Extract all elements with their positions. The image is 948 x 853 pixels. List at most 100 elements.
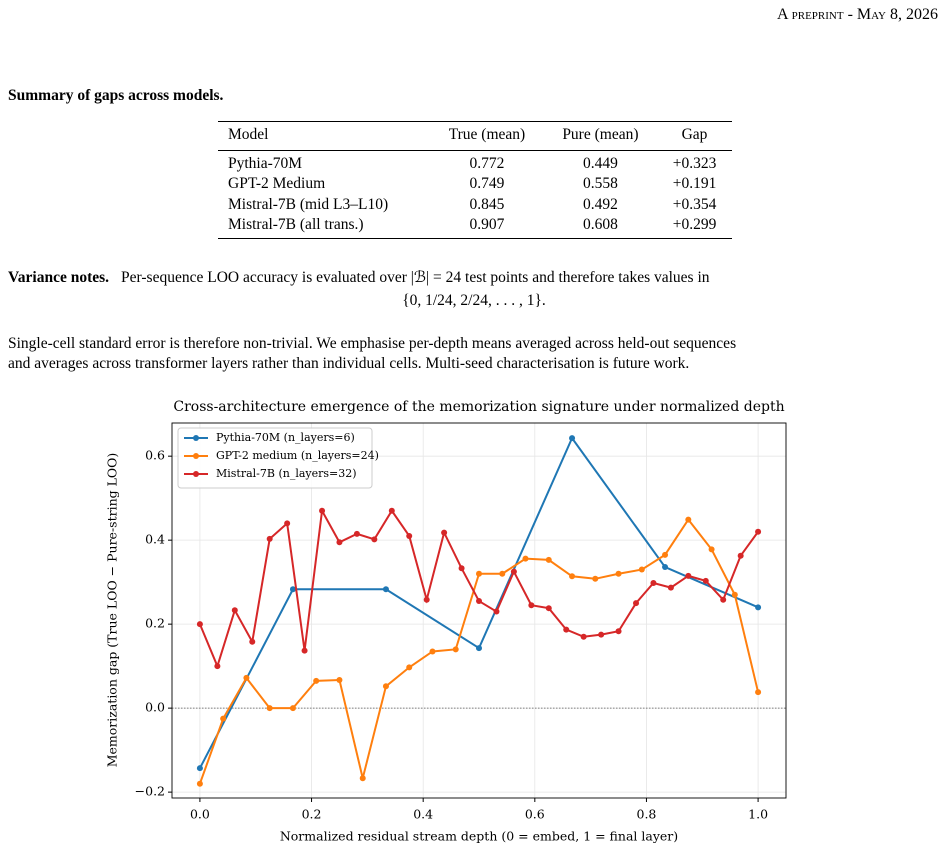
data-point: [441, 529, 448, 536]
section-heading: Summary of gaps across models.: [8, 87, 224, 104]
data-point: [545, 556, 552, 563]
summary-table: Model True (mean) Pure (mean) Gap Pythia-70…: [218, 121, 732, 239]
y-tick-label: 0.4: [145, 532, 165, 547]
x-tick-label: 0.8: [637, 807, 657, 822]
table-cell: Mistral-7B (all trans.): [228, 216, 364, 233]
column-header: Gap: [657, 121, 732, 151]
data-point: [662, 564, 669, 571]
x-tick-label: 0.2: [302, 807, 322, 822]
table-body: Pythia-70M 0.772 0.449 +0.323 GPT-2 Medium 0.…: [218, 150, 732, 238]
paragraph-text: Single-cell standard error is therefore …: [8, 335, 737, 352]
data-point: [284, 520, 291, 527]
table-cell: +0.299: [672, 216, 717, 233]
data-point: [266, 705, 273, 712]
x-tick-label: 0.4: [413, 807, 433, 822]
data-point: [569, 573, 576, 580]
data-point: [476, 645, 482, 652]
data-point: [615, 570, 622, 577]
table-cell: Pythia-70M: [228, 154, 303, 172]
paragraph-text: Per-sequence LOO accuracy is evaluated o…: [121, 269, 710, 286]
data-point: [737, 552, 744, 559]
data-point: [731, 591, 738, 598]
table-header: Model True (mean) Pure (mean) Gap: [218, 121, 732, 151]
data-point: [429, 648, 436, 655]
data-point: [720, 596, 727, 603]
table-cell: 0.845: [469, 195, 505, 213]
table-cell: 0.449: [582, 154, 618, 172]
data-point: [685, 572, 692, 579]
x-tick-label: 1.0: [748, 807, 768, 822]
data-point: [220, 715, 227, 722]
data-point: [388, 507, 395, 514]
paragraph-heading: Variance notes.: [8, 269, 110, 286]
table-cell: Mistral-7B (mid L3–L10): [228, 195, 389, 213]
table-row: GPT-2 Medium 0.749 0.558 +0.191: [218, 174, 732, 195]
table-cell: +0.191: [672, 175, 717, 192]
x-tick-label: 0.0: [190, 807, 210, 822]
data-point: [493, 608, 500, 615]
data-point: [266, 535, 273, 542]
paragraph-text: and averages across transformer layers r…: [8, 355, 690, 372]
data-point: [196, 780, 203, 787]
table-cell: +0.323: [672, 154, 717, 172]
y-tick-label: 0.2: [145, 616, 165, 631]
data-point: [580, 633, 587, 640]
data-point: [336, 539, 343, 546]
data-point: [499, 570, 506, 577]
data-point: [702, 577, 709, 584]
legend-marker: [193, 471, 199, 477]
series-line: [198, 507, 759, 670]
table-cell: 0.907: [469, 216, 505, 233]
data-point: [313, 677, 320, 684]
data-point: [458, 565, 465, 572]
data-point: [569, 435, 576, 442]
data-point: [563, 626, 570, 633]
data-point: [638, 566, 645, 573]
table-row: Mistral-7B (mid L3–L10) 0.845 0.492 +0.354: [218, 195, 732, 216]
data-point: [243, 674, 250, 681]
x-tick-label: 0.6: [525, 807, 545, 822]
data-point: [598, 631, 605, 638]
data-point: [755, 528, 762, 535]
data-point: [231, 607, 238, 614]
data-point: [249, 638, 256, 645]
data-point: [301, 647, 308, 654]
data-point: [359, 775, 366, 782]
data-point: [476, 570, 482, 577]
data-point: [755, 689, 762, 696]
data-point: [382, 683, 389, 690]
table-cell: +0.354: [672, 195, 717, 213]
data-point: [522, 555, 529, 562]
data-point: [289, 705, 296, 712]
data-point: [615, 628, 622, 635]
data-point: [545, 605, 552, 612]
column-header: True (mean): [430, 121, 544, 151]
running-head: A preprint - May 8, 2026: [776, 6, 938, 23]
column-header: Model: [218, 121, 431, 151]
legend-box: [177, 427, 373, 489]
series-line: [198, 517, 760, 785]
data-point: [452, 646, 459, 653]
data-point: [685, 516, 692, 523]
chart: Cross-architecture emergence of the memo…: [105, 399, 787, 844]
data-point: [667, 584, 674, 591]
data-point: [382, 586, 389, 593]
data-point: [510, 568, 517, 575]
data-point: [319, 507, 326, 514]
data-point: [476, 598, 482, 605]
data-point: [214, 663, 221, 670]
table-row: Mistral-7B (all trans.) 0.907 0.608 +0.299: [218, 215, 732, 238]
data-point: [708, 546, 715, 553]
table-cell: 0.772: [469, 154, 505, 172]
legend-marker: [193, 435, 199, 441]
legend-marker: [193, 453, 199, 459]
data-point: [423, 596, 430, 603]
table-cell: 0.492: [582, 195, 618, 213]
column-header: Pure (mean): [543, 121, 658, 151]
legend-label: Pythia-70M (n_layers=6): [216, 431, 355, 444]
equation: {0, 1/24, 2/24, . . . , 1}.: [402, 292, 546, 309]
data-point: [406, 664, 413, 671]
data-point: [196, 765, 203, 772]
data-point: [528, 602, 535, 609]
